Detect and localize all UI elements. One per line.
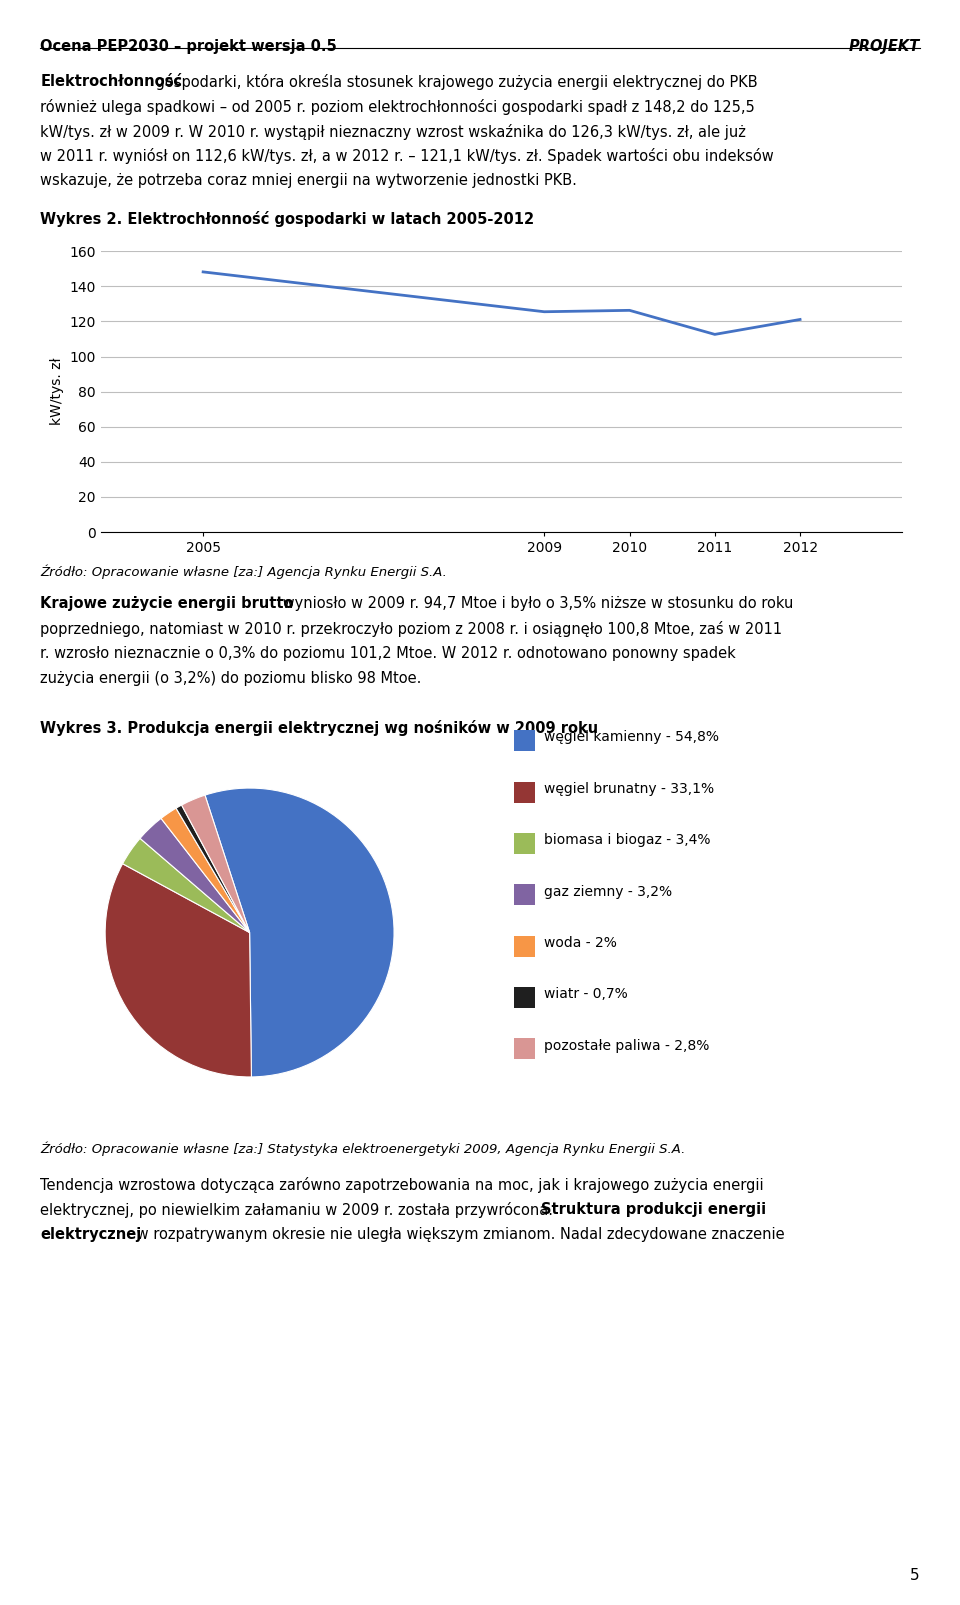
Wedge shape [176,806,250,933]
Text: Wykres 2. Elektrochłonność gospodarki w latach 2005-2012: Wykres 2. Elektrochłonność gospodarki w … [40,212,535,226]
Text: Struktura produkcji energii: Struktura produkcji energii [541,1202,767,1217]
Text: wskazuje, że potrzeba coraz mniej energii na wytworzenie jednostki PKB.: wskazuje, że potrzeba coraz mniej energi… [40,173,577,188]
Text: Wykres 3. Produkcja energii elektrycznej wg nośników w 2009 roku: Wykres 3. Produkcja energii elektrycznej… [40,721,598,735]
Text: Źródło: Opracowanie własne [za:] Statystyka elektroenergetyki 2009, Agencja Rynk: Źródło: Opracowanie własne [za:] Statyst… [40,1143,685,1157]
Text: kW/tys. zł w 2009 r. W 2010 r. wystąpił nieznaczny wzrost wskaźnika do 126,3 kW/: kW/tys. zł w 2009 r. W 2010 r. wystąpił … [40,124,746,140]
Wedge shape [205,788,394,1077]
Text: Ocena PEP2030 – projekt wersja 0.5: Ocena PEP2030 – projekt wersja 0.5 [40,39,337,55]
Text: w rozpatrywanym okresie nie uległa większym zmianom. Nadal zdecydowane znaczenie: w rozpatrywanym okresie nie uległa więks… [132,1228,784,1242]
Wedge shape [140,819,250,933]
Text: elektrycznej: elektrycznej [40,1228,141,1242]
Text: gospodarki, która określa stosunek krajowego zużycia energii elektrycznej do PKB: gospodarki, która określa stosunek krajo… [151,74,757,90]
Text: Krajowe zużycie energii brutto: Krajowe zużycie energii brutto [40,597,294,612]
Text: wiatr - 0,7%: wiatr - 0,7% [544,987,628,1002]
Text: również ulega spadkowi – od 2005 r. poziom elektrochłonności gospodarki spadł z : również ulega spadkowi – od 2005 r. pozi… [40,100,756,114]
Text: r. wzrosło nieznacznie o 0,3% do poziomu 101,2 Mtoe. W 2012 r. odnotowano ponown: r. wzrosło nieznacznie o 0,3% do poziomu… [40,647,736,661]
Text: 5: 5 [910,1568,920,1583]
Wedge shape [123,838,250,933]
Text: zużycia energii (o 3,2%) do poziomu blisko 98 Mtoe.: zużycia energii (o 3,2%) do poziomu blis… [40,671,421,685]
Text: PROJEKT: PROJEKT [849,39,920,55]
Text: biomasa i biogaz - 3,4%: biomasa i biogaz - 3,4% [544,833,710,847]
Text: poprzedniego, natomiast w 2010 r. przekroczyło poziom z 2008 r. i osiągnęło 100,: poprzedniego, natomiast w 2010 r. przekr… [40,621,782,637]
Text: Źródło: Opracowanie własne [za:] Agencja Rynku Energii S.A.: Źródło: Opracowanie własne [za:] Agencja… [40,565,447,579]
Text: Elektrochłonność: Elektrochłonność [40,74,182,88]
Text: gaz ziemny - 3,2%: gaz ziemny - 3,2% [544,884,672,899]
Text: w 2011 r. wyniósł on 112,6 kW/tys. zł, a w 2012 r. – 121,1 kW/tys. zł. Spadek wa: w 2011 r. wyniósł on 112,6 kW/tys. zł, a… [40,149,774,164]
Wedge shape [106,863,252,1077]
Wedge shape [161,809,250,933]
Y-axis label: kW/tys. zł: kW/tys. zł [50,358,64,425]
Wedge shape [181,794,250,933]
Text: Tendencja wzrostowa dotycząca zarówno zapotrzebowania na moc, jak i krajowego zu: Tendencja wzrostowa dotycząca zarówno za… [40,1178,764,1193]
Text: pozostałe paliwa - 2,8%: pozostałe paliwa - 2,8% [544,1038,709,1053]
Text: elektrycznej, po niewielkim załamaniu w 2009 r. została przywrócona.: elektrycznej, po niewielkim załamaniu w … [40,1202,558,1218]
Text: woda - 2%: woda - 2% [544,936,617,950]
Text: wyniosło w 2009 r. 94,7 Mtoe i było o 3,5% niższe w stosunku do roku: wyniosło w 2009 r. 94,7 Mtoe i było o 3,… [278,597,794,612]
Text: węgiel kamienny - 54,8%: węgiel kamienny - 54,8% [544,730,719,745]
Text: węgiel brunatny - 33,1%: węgiel brunatny - 33,1% [544,782,714,796]
